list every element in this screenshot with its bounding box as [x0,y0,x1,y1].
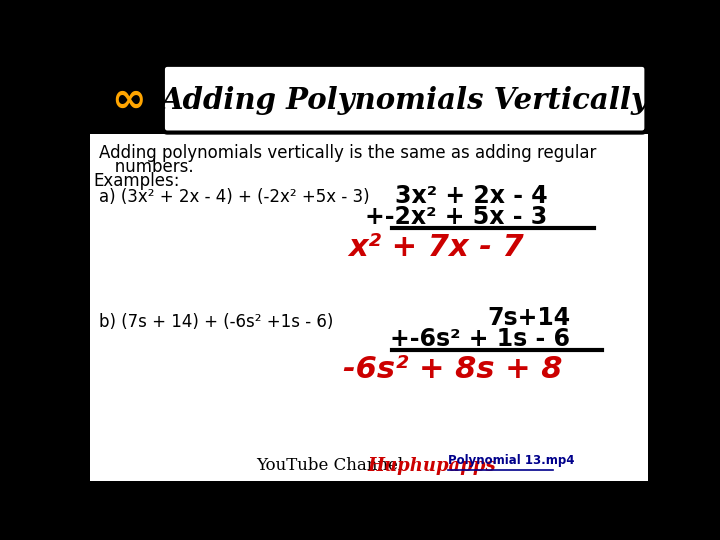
FancyBboxPatch shape [90,65,648,134]
Text: -6s² + 8s + 8: -6s² + 8s + 8 [343,355,563,384]
Text: +-6s² + 1s - 6: +-6s² + 1s - 6 [390,327,570,352]
FancyBboxPatch shape [163,65,647,132]
Text: b) (7s + 14) + (-6s² +1s - 6): b) (7s + 14) + (-6s² +1s - 6) [99,313,333,330]
Text: a) (3x² + 2x - 4) + (-2x² +5x - 3): a) (3x² + 2x - 4) + (-2x² +5x - 3) [99,188,370,206]
Text: 7s+14: 7s+14 [487,306,570,330]
Text: Adding polynomials vertically is the same as adding regular: Adding polynomials vertically is the sam… [99,144,597,162]
Text: Adding Polynomials Vertically: Adding Polynomials Vertically [161,86,649,116]
Text: YouTube Channel: YouTube Channel [256,457,409,475]
Text: 3x² + 2x - 4: 3x² + 2x - 4 [395,184,547,208]
Text: ∞: ∞ [112,78,146,120]
Text: Examples:: Examples: [93,172,179,190]
Text: x² + 7x - 7: x² + 7x - 7 [348,233,524,262]
Text: +-2x² + 5x - 3: +-2x² + 5x - 3 [365,205,547,229]
Text: Huphupapps: Huphupapps [367,457,496,475]
FancyBboxPatch shape [90,132,648,481]
Text: numbers.: numbers. [99,158,194,176]
Text: Polynomial 13.mp4: Polynomial 13.mp4 [448,454,575,467]
